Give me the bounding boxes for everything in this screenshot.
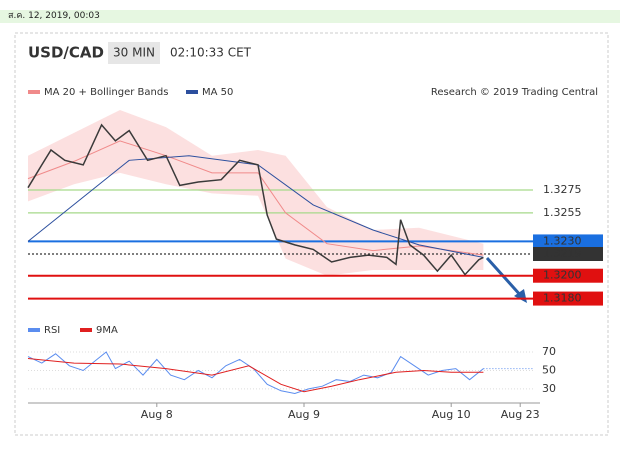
timestamp: ส.ค. 12, 2019, 00:03 <box>0 10 620 23</box>
legend-swatch <box>186 90 198 94</box>
legend-label: RSI <box>44 325 60 336</box>
y-tick-label: 30 <box>542 382 556 395</box>
chart-title: USD/CAD <box>28 44 104 62</box>
level-label: 1.3230 <box>543 234 582 247</box>
trend-arrow <box>485 256 524 299</box>
x-tick-label: Aug 8 <box>141 408 173 421</box>
legend-swatch <box>80 328 92 332</box>
rsi-line <box>27 351 484 395</box>
legend-label: MA 50 <box>202 87 233 98</box>
timeframe: 30 MIN <box>113 46 155 60</box>
level-box <box>533 268 603 283</box>
price-line <box>27 123 484 276</box>
chart-frame <box>14 32 609 436</box>
rsi-line <box>27 358 484 393</box>
credit: Research © 2019 Trading Central <box>431 87 598 98</box>
level-label: 1.3275 <box>543 183 582 196</box>
y-tick-label: 70 <box>542 345 556 358</box>
x-tick-label: Aug 10 <box>432 408 471 421</box>
level-box <box>533 247 603 261</box>
y-tick-label: 50 <box>542 363 556 376</box>
legend-label: 9MA <box>96 325 118 336</box>
level-label: 1.3255 <box>543 206 582 219</box>
legend-swatch <box>28 90 40 94</box>
level-label: 1.3200 <box>543 269 582 282</box>
level-label: 1.3219 <box>543 247 582 260</box>
time: 02:10:33 CET <box>170 46 252 60</box>
level-box <box>533 291 603 306</box>
level-label: 1.3180 <box>543 292 582 305</box>
level-box <box>533 234 603 249</box>
ma-line <box>27 140 484 256</box>
x-tick-label: Aug 23 <box>501 408 540 421</box>
timeframe-box <box>108 42 160 64</box>
ma-line <box>27 155 484 258</box>
legend-swatch <box>28 328 40 332</box>
legend-label: MA 20 + Bollinger Bands <box>44 87 168 98</box>
x-tick-label: Aug 9 <box>288 408 320 421</box>
